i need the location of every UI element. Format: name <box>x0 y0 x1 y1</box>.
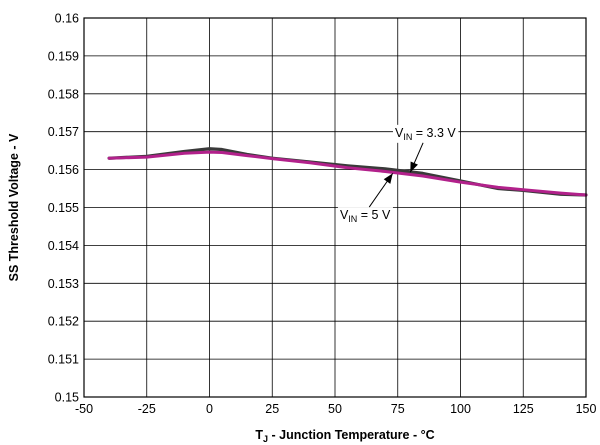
annotation-label-bg <box>337 207 393 226</box>
annotation-label-1: VIN = 3.3 V <box>395 126 456 142</box>
x-tick-label: 0 <box>206 402 213 416</box>
x-tick-label: -50 <box>75 402 93 416</box>
y-tick-label: 0.16 <box>55 12 79 26</box>
x-axis-title: TJ - Junction Temperature - °C <box>255 428 434 444</box>
x-tick-label: 125 <box>513 402 534 416</box>
annotation-arrowhead-2 <box>383 173 393 184</box>
y-tick-label: 0.158 <box>48 87 79 101</box>
series-line-2 <box>107 150 588 197</box>
y-tick-label: 0.159 <box>48 49 79 63</box>
y-tick-label: 0.155 <box>48 201 79 215</box>
y-tick-label: 0.154 <box>48 239 79 253</box>
x-tick-label: 100 <box>450 402 471 416</box>
y-tick-label: 0.156 <box>48 163 79 177</box>
y-tick-label: 0.15 <box>55 391 79 405</box>
y-tick-label: 0.152 <box>48 315 79 329</box>
y-tick-label: 0.153 <box>48 277 79 291</box>
y-tick-label: 0.157 <box>48 125 79 139</box>
x-tick-label: 75 <box>391 402 405 416</box>
annotation-label-2: VIN = 5 V <box>340 208 391 224</box>
series-layer <box>107 147 588 197</box>
x-tick-label: 25 <box>265 402 279 416</box>
annotations: VIN = 3.3 V VIN = 5 V <box>337 124 459 226</box>
x-tick-label: -25 <box>138 402 156 416</box>
plot-frame <box>83 17 587 398</box>
x-tick-label: 150 <box>576 402 597 416</box>
annotation-label-bg <box>392 124 459 143</box>
y-tick-label: 0.151 <box>48 353 79 367</box>
y-axis-title: SS Threshold Voltage - V <box>7 133 21 281</box>
grid <box>83 17 587 398</box>
annotation-arrowhead-1 <box>410 161 418 173</box>
x-tick-labels: -50 -25 0 25 50 75 100 125 150 <box>75 402 597 416</box>
y-tick-labels: 0.15 0.151 0.152 0.153 0.154 0.155 0.156 0.157 0… <box>48 12 79 405</box>
x-tick-label: 50 <box>328 402 342 416</box>
